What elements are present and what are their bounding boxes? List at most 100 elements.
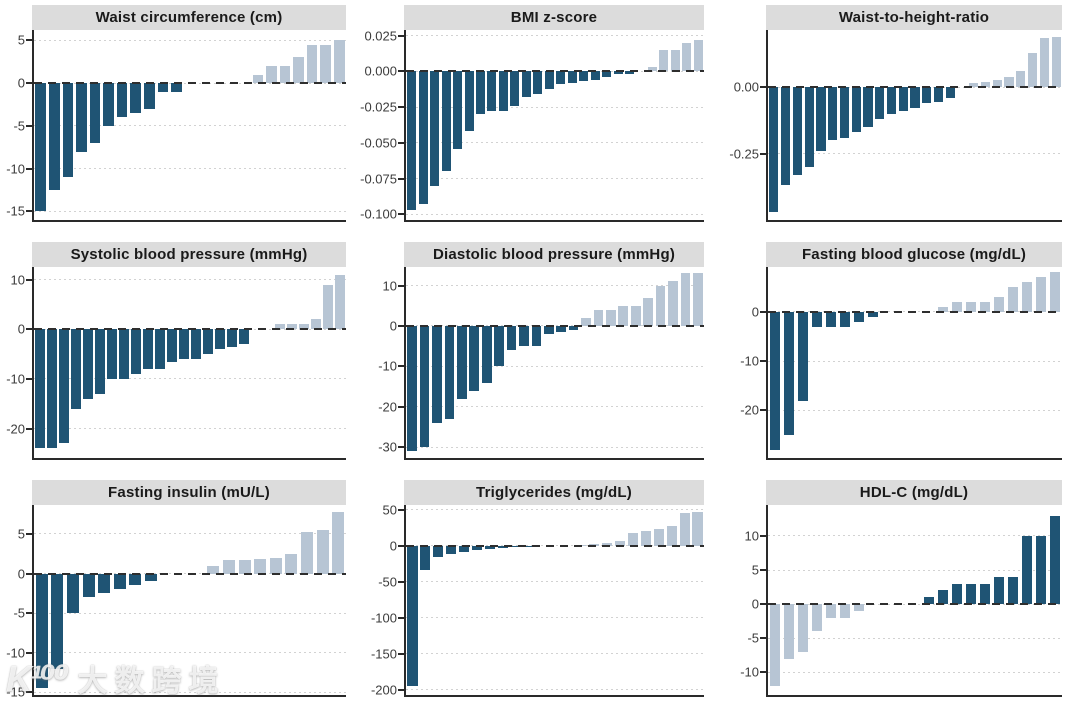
- bar: [602, 71, 612, 78]
- bar: [839, 604, 851, 618]
- bar: [266, 65, 277, 84]
- bar: [252, 74, 264, 84]
- bar: [332, 511, 345, 574]
- bar: [82, 573, 95, 598]
- bar: [1049, 515, 1061, 605]
- zero-reference-line: [406, 324, 704, 327]
- bar: [203, 329, 213, 355]
- bar: [1035, 535, 1047, 605]
- bar: [531, 325, 542, 347]
- y-tick-mark: [398, 580, 406, 583]
- y-tick-mark: [26, 328, 34, 331]
- gridline: [768, 569, 1062, 571]
- chart-title: HDL-C (mg/dL): [766, 479, 1062, 505]
- gridline: [768, 409, 1062, 411]
- plot-area: 5 0 -5 -10 -15: [6, 504, 346, 699]
- bar: [420, 545, 431, 571]
- y-tick-label: 0: [751, 596, 759, 612]
- bar: [910, 87, 920, 109]
- y-tick-mark: [398, 324, 406, 327]
- bar: [320, 44, 331, 84]
- bar: [951, 583, 963, 605]
- bar: [630, 305, 641, 326]
- gridline: [406, 689, 704, 691]
- bar: [863, 87, 873, 127]
- bar: [680, 273, 691, 326]
- bar: [506, 325, 517, 351]
- y-tick-label: 5: [17, 526, 25, 542]
- y-tick-mark: [760, 310, 768, 313]
- y-tick-mark: [26, 651, 34, 654]
- bar: [333, 40, 345, 84]
- gridline: [406, 178, 704, 180]
- y-tick-mark: [760, 152, 768, 155]
- bar: [590, 71, 600, 80]
- bar: [476, 71, 485, 115]
- bar: [853, 311, 865, 322]
- y-tick-mark: [760, 671, 768, 674]
- bar: [692, 511, 703, 546]
- bar: [306, 44, 318, 84]
- gridline: [34, 428, 346, 430]
- bar: [933, 87, 944, 102]
- bar: [993, 576, 1005, 605]
- bar: [35, 573, 48, 689]
- y-tick-label: -20: [6, 421, 25, 437]
- bar: [519, 325, 529, 347]
- bar: [886, 87, 897, 114]
- bar: [49, 83, 60, 191]
- y-tick-label: -20: [740, 402, 759, 418]
- bar: [432, 325, 442, 423]
- bar: [143, 329, 153, 369]
- y-tick-mark: [398, 405, 406, 408]
- bar: [469, 325, 480, 391]
- y-tick-mark: [26, 691, 34, 694]
- y-tick-mark: [760, 569, 768, 572]
- gridline: [34, 533, 346, 535]
- bar: [567, 71, 577, 83]
- zero-reference-line: [768, 86, 1062, 89]
- y-tick-label: -0.075: [360, 171, 397, 187]
- bar: [581, 317, 591, 326]
- y-tick-label: -200: [370, 682, 397, 698]
- bar: [693, 40, 703, 72]
- bar: [792, 87, 802, 175]
- y-tick-label: -0.100: [360, 206, 397, 222]
- bar: [144, 83, 155, 109]
- bar: [191, 329, 201, 360]
- y-tick-mark: [760, 637, 768, 640]
- bar: [679, 512, 690, 546]
- bar: [222, 560, 236, 574]
- y-tick-mark: [26, 210, 34, 213]
- bar: [839, 311, 851, 327]
- gridline: [768, 360, 1062, 362]
- bar: [568, 325, 579, 330]
- bar: [783, 604, 795, 659]
- y-tick-mark: [760, 360, 768, 363]
- y-tick-mark: [760, 603, 768, 606]
- bar: [797, 604, 809, 652]
- bar: [76, 83, 87, 152]
- bar: [781, 87, 791, 186]
- bar: [510, 71, 520, 106]
- gridline: [406, 35, 704, 37]
- bar: [937, 306, 949, 312]
- chart-title: Fasting insulin (mU/L): [32, 479, 346, 505]
- bar: [407, 545, 418, 686]
- bar: [670, 50, 680, 72]
- bar: [556, 325, 567, 332]
- bar: [951, 301, 963, 312]
- y-tick-label: 0.025: [364, 28, 397, 44]
- gridline: [406, 106, 704, 108]
- y-tick-label: -0.25: [729, 146, 759, 162]
- gridline: [768, 637, 1062, 639]
- bar: [992, 80, 1002, 88]
- y-tick-label: 10: [744, 528, 759, 544]
- bar: [969, 83, 979, 88]
- bar: [543, 325, 554, 335]
- y-tick-mark: [760, 409, 768, 412]
- plot-area: 10 0 -10 -20: [6, 267, 346, 460]
- chart-panel: BMI z-score 0.025 0.000 -0.025 -0.050 -0.075…: [360, 5, 714, 223]
- chart-panel: Waist-to-height-ratio 0.00 -0.25: [718, 5, 1072, 223]
- bar: [1021, 535, 1033, 605]
